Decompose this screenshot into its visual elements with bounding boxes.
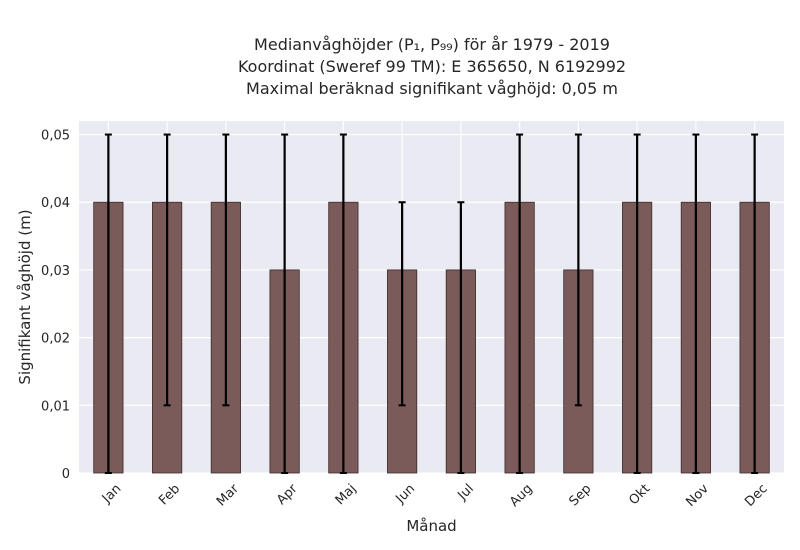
error-bar-jul bbox=[457, 201, 465, 474]
y-tick-label: 0,03 bbox=[41, 264, 70, 279]
error-bars bbox=[104, 133, 759, 474]
error-bar-dec bbox=[751, 133, 759, 474]
error-bar-maj bbox=[339, 133, 347, 474]
y-axis-ticks: 0 0,01 0,02 0,03 0,04 0,05 bbox=[41, 129, 70, 482]
error-bar-okt bbox=[633, 133, 641, 474]
error-bar-nov bbox=[692, 133, 700, 474]
error-bar-jun bbox=[398, 201, 406, 407]
x-axis-ticks: Jan Feb Mar Apr Maj Jun Jul Aug Sep Okt Nov Dec bbox=[99, 481, 771, 510]
y-tick-label: 0,01 bbox=[41, 399, 70, 414]
x-tick-label: Jun bbox=[392, 481, 418, 507]
y-tick-label: 0,02 bbox=[41, 332, 70, 347]
chart-title-line-1: Medianvåghöjder (P₁, P₉₉) för år 1979 - … bbox=[254, 35, 610, 54]
y-tick-label: 0,04 bbox=[41, 196, 70, 211]
x-tick-label: Apr bbox=[274, 481, 301, 508]
chart-title-line-3: Maximal beräknad signifikant våghöjd: 0,… bbox=[246, 79, 618, 98]
y-axis-label: Signifikant våghöjd (m) bbox=[16, 209, 34, 384]
error-bar-jan bbox=[104, 133, 112, 474]
chart-title-line-2: Koordinat (Sweref 99 TM): E 365650, N 61… bbox=[237, 57, 627, 76]
y-tick-label: 0,05 bbox=[41, 129, 70, 144]
x-tick-label: Mar bbox=[214, 481, 242, 509]
error-bar-apr bbox=[281, 133, 289, 474]
x-tick-label: Jan bbox=[99, 481, 124, 506]
plot-area bbox=[79, 121, 784, 473]
x-tick-label: Nov bbox=[683, 481, 712, 510]
x-axis-label: Månad bbox=[406, 517, 456, 535]
error-bar-aug bbox=[516, 133, 524, 474]
x-tick-label: Dec bbox=[742, 481, 770, 509]
chart-title: Medianvåghöjder (P₁, P₉₉) för år 1979 - … bbox=[132, 34, 732, 100]
x-tick-label: Maj bbox=[333, 481, 360, 508]
x-tick-label: Okt bbox=[626, 481, 653, 508]
error-bar-sep bbox=[574, 133, 582, 407]
error-bar-mar bbox=[222, 133, 230, 407]
x-tick-label: Jul bbox=[455, 481, 477, 503]
x-tick-label: Feb bbox=[156, 481, 183, 508]
error-bar-feb bbox=[163, 133, 171, 407]
x-tick-label: Aug bbox=[507, 481, 536, 510]
x-tick-label: Sep bbox=[566, 481, 594, 509]
y-tick-label: 0 bbox=[62, 467, 70, 482]
